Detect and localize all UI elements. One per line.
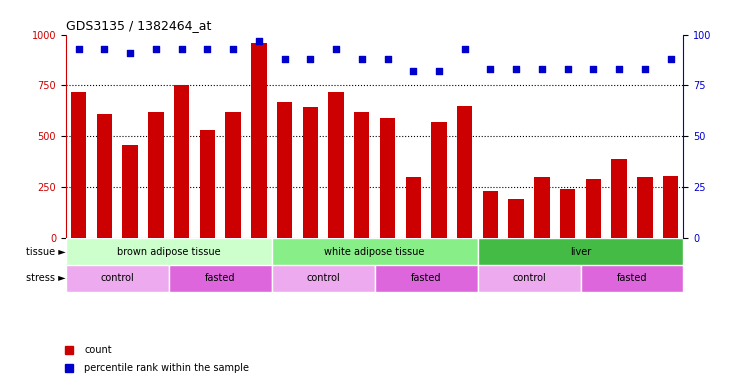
Point [433,68,445,74]
Point [382,56,393,62]
Bar [380,118,395,238]
Bar [251,43,267,238]
Point [485,66,496,72]
Bar [431,122,447,238]
Bar [174,86,189,238]
Point [613,66,625,72]
Bar [611,159,627,238]
Bar [534,177,550,238]
Point [73,46,85,52]
Text: white adipose tissue: white adipose tissue [325,247,425,257]
Point [253,38,265,44]
Point [227,46,239,52]
Bar [148,112,164,238]
Text: GDS3135 / 1382464_at: GDS3135 / 1382464_at [66,19,211,32]
Bar [580,265,683,292]
Bar [277,102,292,238]
Point [510,66,522,72]
Bar [96,114,112,238]
Bar [509,199,524,238]
Bar [169,265,272,292]
Bar [477,265,580,292]
Text: fasted: fasted [411,273,442,283]
Point [304,56,316,62]
Text: control: control [100,273,135,283]
Point [639,66,651,72]
Bar [406,177,421,238]
Point [330,46,342,52]
Bar [328,91,344,238]
Bar [482,191,499,238]
Point [407,68,419,74]
Point [99,46,110,52]
Text: fasted: fasted [205,273,235,283]
Text: tissue ►: tissue ► [26,247,66,257]
Text: fasted: fasted [617,273,647,283]
Bar [66,238,272,265]
Bar [272,238,477,265]
Text: control: control [306,273,340,283]
Point [459,46,471,52]
Point [175,46,187,52]
Text: count: count [84,345,112,356]
Point [279,56,290,62]
Bar [200,130,215,238]
Bar [457,106,472,238]
Bar [225,112,240,238]
Point [562,66,574,72]
Bar [122,146,138,238]
Point [150,46,162,52]
Bar [71,91,86,238]
Bar [354,112,369,238]
Bar [560,189,575,238]
Point [536,66,548,72]
Bar [374,265,477,292]
Bar [637,177,653,238]
Text: liver: liver [570,247,591,257]
Text: percentile rank within the sample: percentile rank within the sample [84,362,249,373]
Bar [586,179,601,238]
Point [202,46,213,52]
Bar [663,176,678,238]
Bar [477,238,683,265]
Text: control: control [512,273,546,283]
Point [124,50,136,56]
Text: brown adipose tissue: brown adipose tissue [117,247,221,257]
Bar [303,107,318,238]
Point [588,66,599,72]
Point [356,56,368,62]
Bar [272,265,374,292]
Text: stress ►: stress ► [26,273,66,283]
Point [664,56,676,62]
Bar [66,265,169,292]
